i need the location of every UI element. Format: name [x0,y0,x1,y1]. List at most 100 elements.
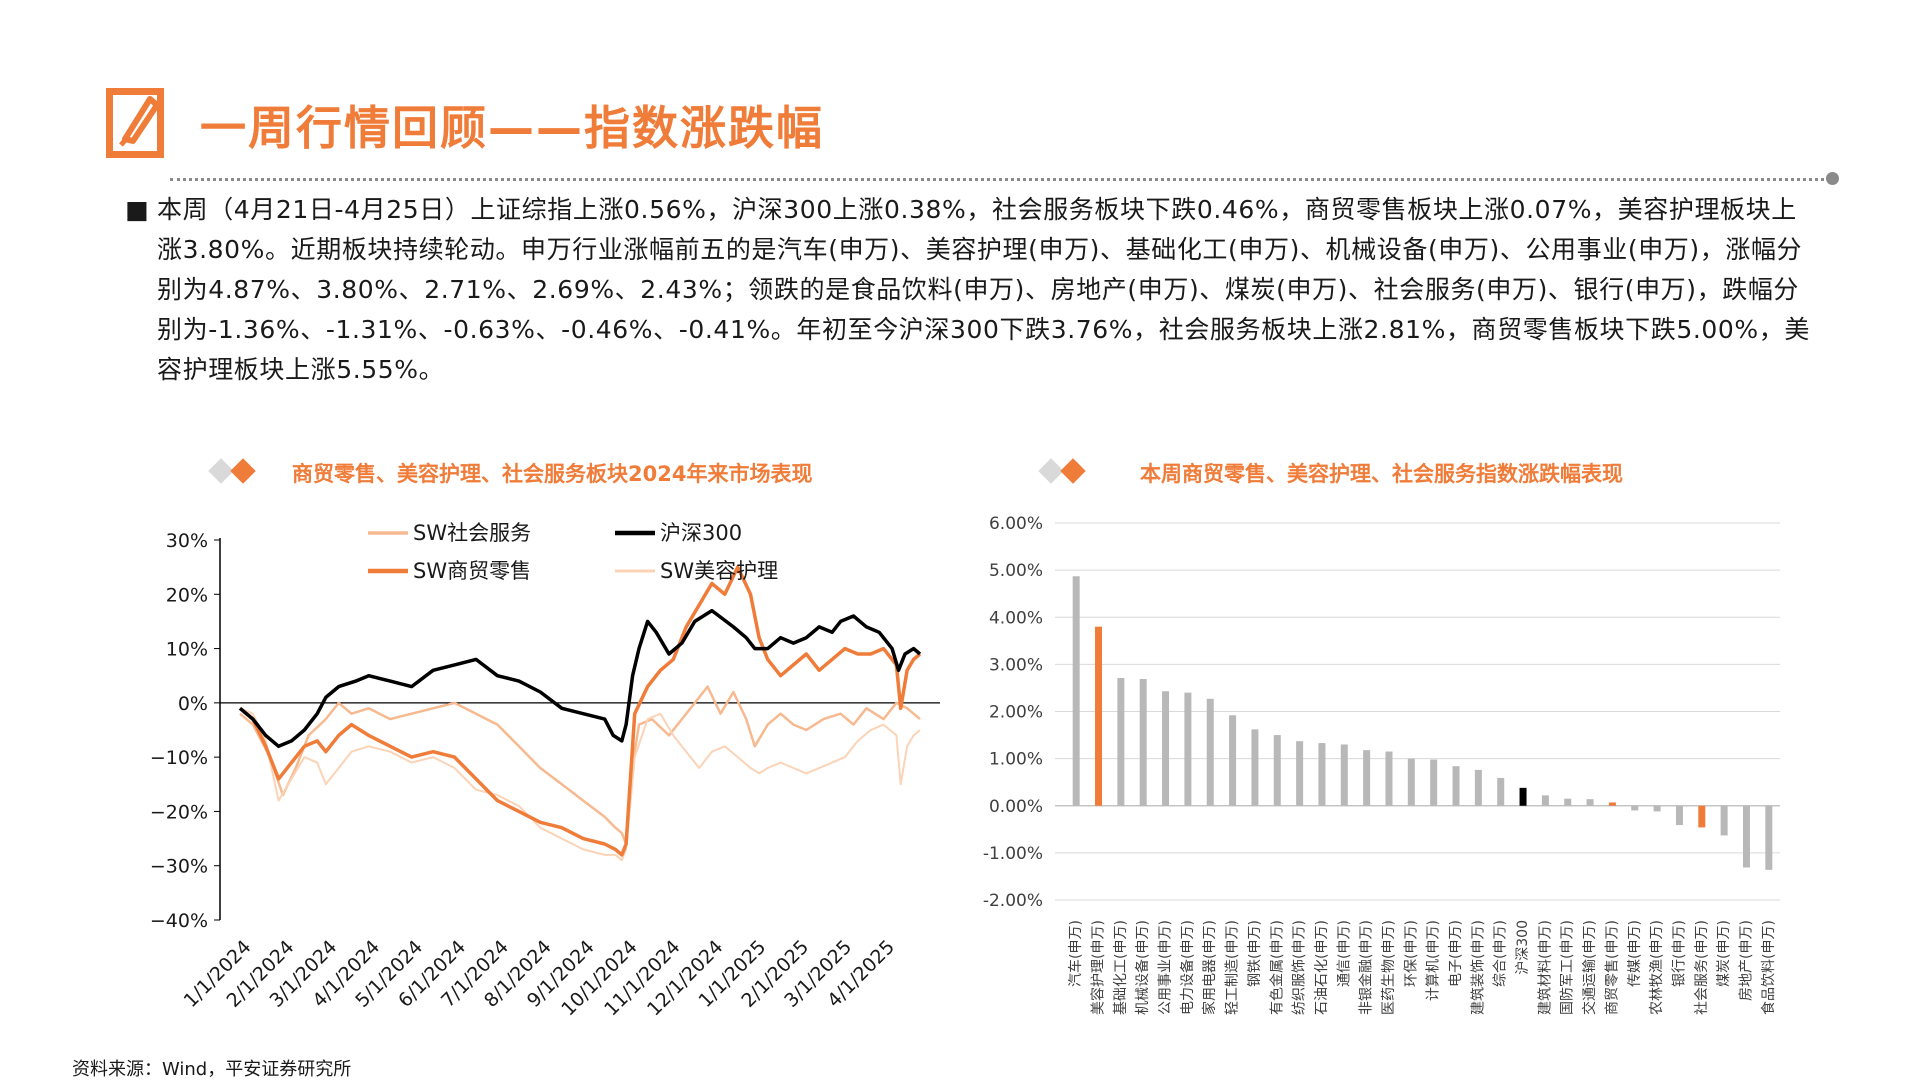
title-icon-frame [106,88,164,158]
legend-label: 沪深300 [660,521,742,545]
series-line-4 [239,707,921,862]
y-tick-label: 2.00% [989,703,1043,723]
bar [1139,678,1147,806]
x-category-label: 轻工制造(申万) [1225,920,1241,1015]
x-category-label: 传媒(申万) [1627,920,1643,987]
x-category-label: 环保(申万) [1403,920,1419,987]
y-tick-label: 5.00% [989,561,1043,581]
bar [1318,743,1326,806]
x-category-label: 食品饮料(申万) [1760,920,1777,1015]
x-category-label: 家用电器(申万) [1201,920,1218,1015]
bar [1586,799,1594,806]
bar-chart: 6.00% 5.00% 4.00% 3.00% 2.00% 1.00% 0.00% -1.00… [983,514,1780,1015]
bar [1608,802,1616,806]
series-line-2 [238,608,922,749]
legend-label: SW社会服务 [413,521,531,545]
bar [1095,626,1103,806]
x-category-label: 钢铁(申万) [1247,920,1263,987]
x-category-label: 计算机(申万) [1426,920,1442,1001]
series-line-3 [238,565,922,857]
bar [1452,766,1460,806]
y-tick-label: -1.00% [983,844,1043,864]
bar [1519,787,1527,806]
x-category-label: 机械设备(申万) [1134,920,1151,1015]
x-category-label: 基础化工(申万) [1112,920,1129,1015]
bar [1117,678,1125,806]
y-tick-label: 0% [178,693,208,715]
bar [1206,698,1214,806]
divider-end-dot [1826,172,1839,185]
bar [1340,744,1348,806]
x-category-label: 建筑材料(申万) [1537,920,1553,1015]
bar [1742,805,1750,868]
bar [1497,777,1505,806]
bar [1653,805,1661,812]
bar [1474,769,1482,806]
x-category-label: 银行(申万) [1671,920,1687,987]
x-category-label: 非银金融(申万) [1359,920,1375,1015]
y-tick-label: 30% [166,530,208,552]
legend-label: SW商贸零售 [413,559,531,583]
y-tick-label: −40% [150,910,208,932]
y-tick-label: 1.00% [989,750,1043,770]
x-category-label: 综合(申万) [1493,920,1509,987]
bar [1385,751,1393,806]
bar [1229,715,1237,806]
bar [1251,729,1259,806]
x-category-label: 医药生物(申万) [1381,920,1397,1015]
y-tick-label: −10% [150,747,208,769]
summary-paragraph: ■ 本周（4月21日-4月25日）上证综指上涨0.56%，沪深300上涨0.38… [125,190,1815,390]
square-bullet-icon: ■ [125,195,150,224]
bar [1541,795,1549,806]
x-category-label: 石油石化(申万) [1314,920,1330,1015]
y-tick-label: -2.00% [983,891,1043,911]
bar [1184,692,1192,806]
x-category-label: 房地产(申万) [1738,920,1754,1001]
line-chart: 30%20%10%0%−10%−20%−30%−40%1/1/20242/1/2… [150,521,940,1020]
y-tick-label: −20% [150,801,208,823]
x-category-label: 社会服务(申万) [1694,920,1710,1015]
x-category-label: 交通运输(申万) [1581,920,1598,1015]
bar [1162,691,1170,806]
diamond-orange-icon [230,458,256,484]
page-title: 一周行情回顾——指数涨跌幅 [200,101,824,155]
y-tick-label: 3.00% [989,655,1043,675]
y-tick-label: 4.00% [989,608,1043,628]
x-category-label: 纺织服饰(申万) [1292,920,1308,1015]
x-category-label: 电力设备(申万) [1179,920,1196,1015]
x-category-label: 美容护理(申万) [1090,920,1107,1015]
title-divider [170,178,1830,181]
x-category-label: 农林牧渔(申万) [1649,920,1665,1015]
y-tick-label: 6.00% [989,514,1043,534]
y-tick-label: 10% [166,639,208,661]
x-category-label: 建筑装饰(申万) [1470,920,1486,1015]
y-tick-label: −30% [150,856,208,878]
bar [1720,805,1728,836]
x-category-label: 国防军工(申万) [1560,920,1576,1015]
pencil-icon [119,96,160,147]
x-category-label: 沪深300 [1515,920,1531,975]
y-tick-label: 20% [166,584,208,606]
bar [1407,758,1415,806]
x-category-label: 公用事业(申万) [1158,920,1174,1015]
bar [1631,805,1639,811]
x-category-label: 煤炭(申万) [1716,920,1732,987]
bar [1296,741,1304,806]
bar [1430,759,1438,806]
bar-chart-title: 本周商贸零售、美容护理、社会服务指数涨跌幅表现 [1140,462,1623,486]
bar [1564,798,1572,806]
bar [1698,805,1706,828]
x-category-label: 电子(申万) [1448,920,1464,987]
x-category-label: 汽车(申万) [1067,920,1084,987]
bar [1273,735,1281,806]
line-chart-title: 商贸零售、美容护理、社会服务板块2024年来市场表现 [292,462,813,486]
x-category-label: 商贸零售(申万) [1604,920,1620,1015]
y-tick-label: 0.00% [989,797,1043,817]
source-note: 资料来源：Wind，平安证券研究所 [72,1059,352,1080]
x-category-label: 通信(申万) [1336,920,1352,987]
bar [1363,750,1371,806]
summary-text: 本周（4月21日-4月25日）上证综指上涨0.56%，沪深300上涨0.38%，… [157,195,1810,384]
diamond-orange-icon [1060,458,1086,484]
bar [1675,805,1683,826]
bar [1072,576,1080,806]
